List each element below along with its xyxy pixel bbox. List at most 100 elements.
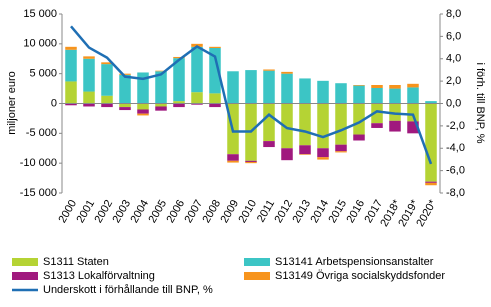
bar [173, 103, 185, 108]
bar [155, 103, 167, 107]
bar [101, 103, 113, 108]
bar [101, 62, 113, 65]
bar [425, 103, 437, 182]
y2-tick-label: 2,0 [446, 75, 461, 87]
bar [317, 157, 329, 160]
bar [65, 49, 77, 82]
y-tick-label: -10 000 [20, 157, 57, 169]
bar [245, 161, 257, 164]
bar [317, 148, 329, 158]
bar [353, 85, 365, 104]
bar [119, 73, 131, 75]
bar [83, 91, 95, 104]
x-tick-label: 2007 [182, 198, 205, 225]
bar [191, 103, 203, 105]
x-tick-label: 2015 [326, 198, 349, 225]
y2-tick-label: -2,0 [446, 120, 465, 132]
x-tick-label: 2009 [218, 198, 241, 225]
bar [335, 83, 347, 104]
x-tick-label: 2013 [290, 198, 313, 225]
bar [281, 103, 293, 149]
y2-tick-label: -8,0 [446, 187, 465, 199]
bar [155, 71, 167, 104]
bar [353, 134, 365, 141]
bar [299, 78, 311, 104]
bar [83, 56, 95, 59]
y-tick-label: -15 000 [20, 187, 57, 199]
legend-label: S1313 Lokalförvaltning [43, 270, 155, 282]
bar [191, 46, 203, 93]
bar [119, 103, 131, 108]
bar [389, 85, 401, 89]
line [70, 25, 433, 165]
x-tick-label: 2014 [308, 198, 331, 225]
bar [119, 74, 131, 104]
x-tick-label: 2004 [128, 198, 151, 225]
bar [299, 103, 311, 146]
legend-label: S13149 Övriga socialskyddsfonder [275, 270, 445, 282]
x-tick-label: 2006 [164, 198, 187, 225]
bar [101, 64, 113, 96]
x-tick-label: 2012 [272, 198, 295, 225]
bar [389, 88, 401, 104]
bar [263, 103, 275, 142]
x-tick-label: 2002 [92, 198, 115, 225]
bar [353, 103, 365, 135]
bar [371, 87, 383, 104]
bar [281, 148, 293, 161]
legend-swatch [244, 258, 270, 266]
x-tick-label: 2003 [110, 198, 133, 225]
bar [209, 46, 221, 49]
y-tick-label: -5 000 [26, 127, 57, 139]
legend-swatch [244, 272, 270, 280]
bar [245, 160, 257, 162]
bar [173, 56, 185, 59]
y-tick-label: 15 000 [23, 8, 57, 20]
bar [371, 123, 383, 128]
bar [65, 103, 77, 106]
bar [155, 70, 167, 72]
bar [281, 71, 293, 74]
bar [317, 103, 329, 149]
bar [155, 106, 167, 111]
bar [65, 81, 77, 104]
bar [191, 92, 203, 104]
bar [335, 151, 347, 153]
bar [263, 141, 275, 148]
bar [209, 103, 221, 108]
bar [335, 144, 347, 152]
bar [353, 85, 365, 86]
bar [119, 107, 131, 111]
bar [425, 101, 437, 104]
bar [263, 69, 275, 71]
bar [209, 48, 221, 94]
bar [137, 109, 149, 114]
bar [137, 72, 149, 104]
legend-swatch [12, 272, 38, 280]
bar [173, 101, 185, 104]
x-tick-label: 2020* [414, 197, 439, 229]
bar [317, 80, 329, 104]
bar [335, 103, 347, 145]
bar [137, 113, 149, 116]
bar [101, 95, 113, 104]
x-tick-label: 2001 [74, 198, 97, 225]
bar [173, 58, 185, 102]
bar [227, 160, 239, 163]
bar [389, 120, 401, 132]
x-tick-label: 2005 [146, 198, 169, 225]
y2-tick-label: 0,0 [446, 97, 461, 109]
y2-tick-label: -4,0 [446, 142, 465, 154]
bar [371, 85, 383, 88]
bar [137, 103, 149, 110]
bar [407, 103, 419, 122]
y2-tick-label: 4,0 [446, 53, 461, 65]
y2-tick-label: -6,0 [446, 165, 465, 177]
y2-tick-label: 8,0 [446, 8, 461, 20]
bar [407, 121, 419, 134]
legend-label: S1311 Staten [43, 256, 109, 268]
y-axis-label: miljoner euro [6, 71, 18, 135]
x-tick-label: 2008 [200, 198, 223, 225]
x-tick-label: 2010 [236, 198, 259, 225]
bar [299, 154, 311, 155]
